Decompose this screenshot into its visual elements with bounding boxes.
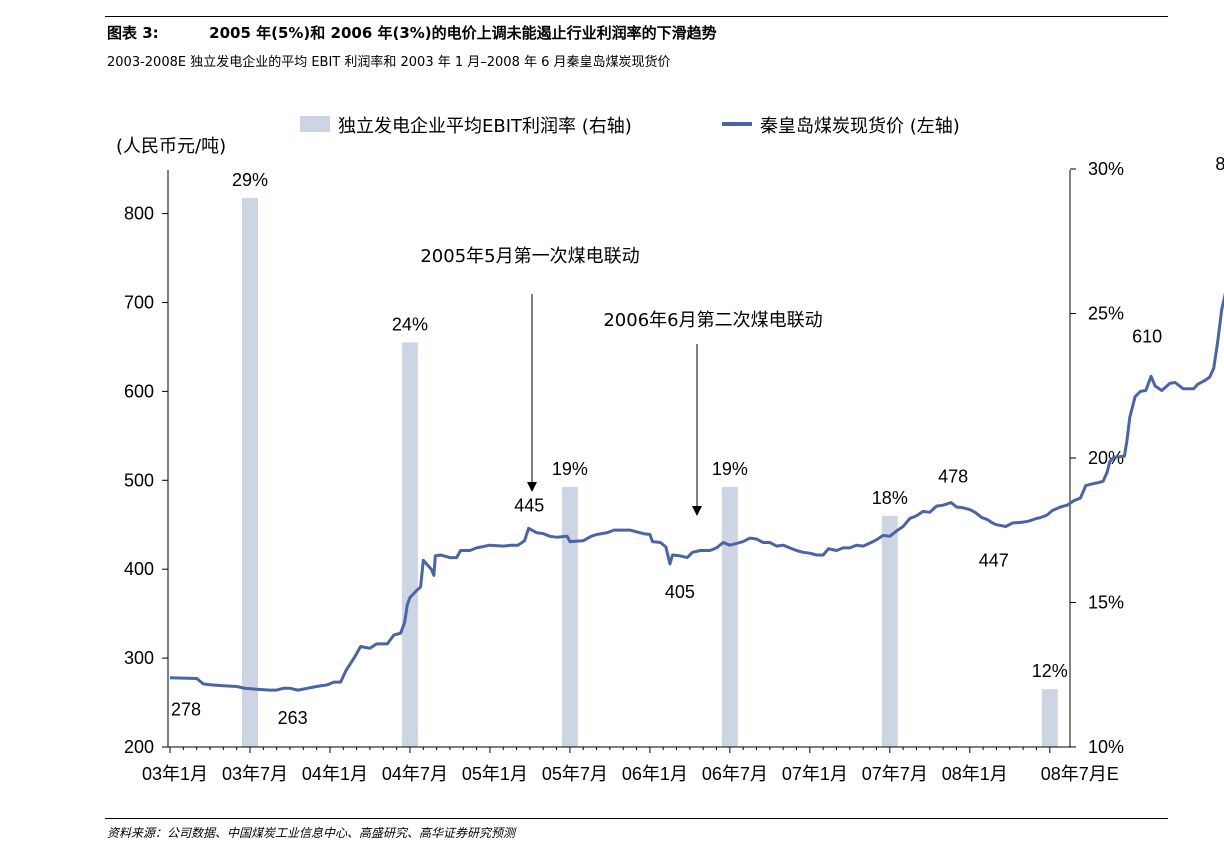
bar-value-label: 18% xyxy=(872,488,908,508)
x-tick-label: 07年7月 xyxy=(862,764,928,784)
left-tick-label: 200 xyxy=(124,737,154,757)
legend-line-label: 秦皇岛煤炭现货价 (左轴) xyxy=(760,116,960,137)
coal-price-line xyxy=(169,292,1224,692)
legend-bar-label: 独立发电企业平均EBIT利润率 (右轴) xyxy=(338,116,632,137)
left-tick-label: 300 xyxy=(124,648,154,668)
price-point-label: 840 xyxy=(1215,154,1224,174)
price-point-label: 263 xyxy=(278,708,308,728)
figure-title: 图表 3: 2005 年(5%)和 2006 年(3%)的电价上调未能遏止行业利… xyxy=(107,22,717,43)
x-tick-label: 06年7月 xyxy=(702,764,768,784)
source-rule xyxy=(105,818,1168,819)
x-tick-label: 06年1月 xyxy=(622,764,688,784)
x-tick-label: 07年1月 xyxy=(782,764,848,784)
price-point-label: 447 xyxy=(979,551,1009,571)
annotation-label: 2006年6月第二次煤电联动 xyxy=(603,310,822,331)
annotation-arrow-head xyxy=(527,482,537,492)
x-tick-label: 04年7月 xyxy=(382,764,448,784)
left-tick-label: 400 xyxy=(124,559,154,579)
left-tick-label: 600 xyxy=(124,381,154,401)
price-point-label: 610 xyxy=(1132,326,1162,346)
x-tick-label: 08年1月 xyxy=(942,764,1008,784)
right-tick-label: 20% xyxy=(1088,448,1124,468)
x-tick-label: 03年1月 xyxy=(142,764,208,784)
price-point-label: 445 xyxy=(514,496,544,516)
x-tick-label: 05年1月 xyxy=(462,764,528,784)
figure-title-text: 2005 年(5%)和 2006 年(3%)的电价上调未能遏止行业利润率的下滑趋… xyxy=(209,24,717,42)
annotation-label: 2005年5月第一次煤电联动 xyxy=(420,246,639,267)
price-point-label: 278 xyxy=(171,700,201,720)
figure-label: 图表 3: xyxy=(107,24,159,42)
source-note: 资料来源：公司数据、中国煤炭工业信息中心、高盛研究、高华证券研究预测 xyxy=(107,826,516,840)
bar-ebit-margin xyxy=(241,197,258,747)
left-tick-label: 500 xyxy=(124,470,154,490)
legend-bar-swatch xyxy=(300,116,330,132)
right-tick-label: 30% xyxy=(1088,159,1124,179)
left-tick-label: 700 xyxy=(124,292,154,312)
bar-ebit-margin xyxy=(401,342,418,747)
x-tick-label: 08年7月E xyxy=(1041,764,1119,784)
bar-value-label: 12% xyxy=(1032,661,1068,681)
figure-subtitle: 2003-2008E 独立发电企业的平均 EBIT 利润率和 2003 年 1 … xyxy=(107,55,671,70)
bar-ebit-margin xyxy=(721,486,738,747)
x-tick-label: 05年7月 xyxy=(542,764,608,784)
price-point-label: 405 xyxy=(665,582,695,602)
left-axis-unit: (人民币元/吨) xyxy=(116,136,226,157)
x-tick-label: 04年1月 xyxy=(302,764,368,784)
right-tick-label: 25% xyxy=(1088,304,1124,324)
bar-value-label: 24% xyxy=(392,314,428,334)
right-tick-label: 10% xyxy=(1088,737,1124,757)
bar-ebit-margin xyxy=(561,486,578,747)
price-point-label: 478 xyxy=(938,467,968,487)
annotation-arrow-head xyxy=(692,506,702,516)
left-tick-label: 800 xyxy=(124,204,154,224)
bar-ebit-margin xyxy=(881,515,898,747)
bar-value-label: 19% xyxy=(552,459,588,479)
bar-value-label: 29% xyxy=(232,170,268,190)
right-tick-label: 15% xyxy=(1088,593,1124,613)
title-rule xyxy=(105,16,1168,17)
bar-ebit-margin xyxy=(1041,689,1058,747)
x-tick-label: 03年7月 xyxy=(222,764,288,784)
bar-value-label: 19% xyxy=(712,459,748,479)
